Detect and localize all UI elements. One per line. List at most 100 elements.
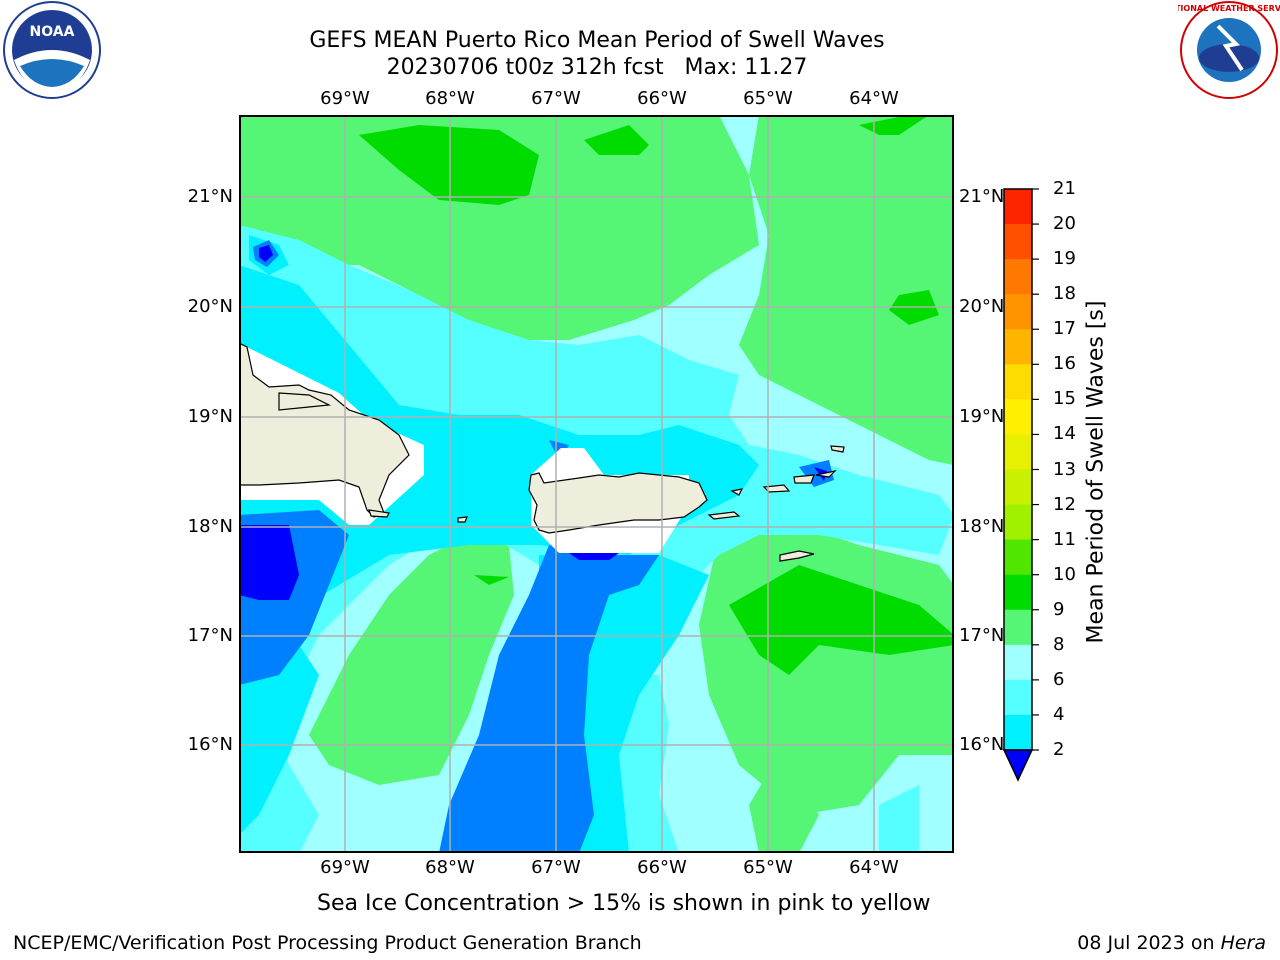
colorbar-tick-label: 14 [1053, 423, 1076, 445]
colorbar-segment [1004, 539, 1032, 576]
st-croix [779, 550, 815, 562]
lon-label-top: 67°W [531, 88, 581, 109]
colorbar-label: Mean Period of Swell Waves [s] [1083, 300, 1109, 644]
lat-label-left: 19°N [187, 406, 233, 427]
colorbar-segment [1004, 259, 1032, 295]
colorbar-tick-label: 16 [1053, 353, 1076, 375]
lat-label-left: 17°N [187, 625, 233, 646]
field-9-10 [749, 755, 819, 853]
hispaniola [239, 342, 410, 518]
virgin-islands [730, 488, 744, 496]
colorbar-tick-label: 6 [1053, 668, 1065, 690]
lon-label-bottom: 66°W [637, 857, 687, 878]
field-10-11 [359, 125, 539, 205]
field-9-10 [739, 115, 954, 465]
colorbar-segment [1004, 364, 1032, 400]
lat-label-right: 19°N [959, 406, 1005, 427]
footer-right: 08 Jul 2023 on Hera [1077, 932, 1266, 954]
colorbar-segment [1004, 469, 1032, 506]
footer-date: 08 Jul 2023 on [1077, 932, 1221, 954]
colorbar-tick-label: 20 [1053, 213, 1076, 235]
noaa-logo: NOAA [0, 0, 104, 108]
colorbar-segment [1004, 189, 1032, 225]
field-below-2 [259, 245, 273, 262]
nws-logo: NATIONAL WEATHER SERVICE [1163, 0, 1280, 106]
colorbar-tick-label: 8 [1053, 633, 1065, 655]
lon-label-bottom: 67°W [531, 857, 581, 878]
lon-label-bottom: 69°W [320, 857, 370, 878]
lat-label-left: 21°N [187, 186, 233, 207]
lon-label-top: 65°W [743, 88, 793, 109]
lat-label-right: 21°N [959, 186, 1005, 207]
lat-label-left: 16°N [187, 734, 233, 755]
nws-logo-text: NATIONAL WEATHER SERVICE [1178, 4, 1280, 13]
colorbar-segment [1004, 679, 1032, 716]
field-10-11 [859, 115, 929, 135]
colorbar-segment [1004, 504, 1032, 541]
virgin-islands [707, 511, 741, 520]
field-2-4 [439, 545, 659, 853]
field-9-10 [309, 535, 514, 785]
anegada [830, 445, 845, 453]
field-10-11 [584, 125, 649, 155]
colorbar-tick-label: 21 [1053, 178, 1076, 199]
virgin-islands [793, 474, 815, 484]
field-10-11 [729, 565, 954, 675]
colorbar-tick-label: 11 [1053, 528, 1076, 550]
lon-label-top: 69°W [320, 88, 370, 109]
colorbar-segment [1004, 644, 1032, 681]
colorbar-segment [1004, 224, 1032, 260]
mona-island [457, 516, 468, 523]
lon-label-bottom: 65°W [743, 857, 793, 878]
colorbar-segment [1004, 294, 1032, 330]
field-below-2 [239, 525, 299, 600]
lat-label-right: 18°N [959, 516, 1005, 537]
field-4-6 [239, 635, 319, 835]
colorbar-tick-label: 12 [1053, 493, 1076, 515]
colorbar-tick-label: 13 [1053, 458, 1076, 480]
lat-label-left: 20°N [187, 296, 233, 317]
colorbar-extend-arrow [1002, 749, 1034, 782]
lat-label-right: 20°N [959, 296, 1005, 317]
noaa-logo-text: NOAA [30, 24, 75, 40]
saona-island [368, 509, 390, 518]
virgin-islands [815, 469, 837, 478]
graticule [239, 115, 954, 853]
colorbar-segment [1004, 609, 1032, 646]
colorbar-segment [1004, 434, 1032, 470]
colorbar [1002, 188, 1039, 782]
colorbar-tick-label: 4 [1053, 703, 1065, 725]
lon-label-top: 64°W [849, 88, 899, 109]
footer-left: NCEP/EMC/Verification Post Processing Pr… [13, 932, 642, 954]
field-9-10 [239, 115, 759, 340]
chart-subtitle: 20230706 t00z 312h fcst Max: 11.27 [386, 55, 808, 80]
chart-title: GEFS MEAN Puerto Rico Mean Period of Swe… [309, 28, 885, 53]
field-6-8 [879, 785, 919, 853]
lat-label-right: 17°N [959, 625, 1005, 646]
field-below-2 [569, 553, 619, 560]
colorbar-tick-label: 17 [1053, 318, 1076, 340]
field-10-11 [474, 575, 509, 585]
colorbar-segment [1004, 714, 1032, 751]
lon-label-top: 66°W [637, 88, 687, 109]
lon-label-top: 68°W [425, 88, 475, 109]
footer-host: Hera [1220, 932, 1266, 954]
lat-label-right: 16°N [959, 734, 1005, 755]
colorbar-segment [1004, 329, 1032, 365]
colorbar-tick-label: 10 [1053, 563, 1076, 585]
lat-label-left: 18°N [187, 516, 233, 537]
colorbar-tick-label: 9 [1053, 598, 1065, 620]
colorbar-tick-label: 19 [1053, 248, 1076, 270]
colorbar-segment [1004, 399, 1032, 435]
colorbar-tick-label: 18 [1053, 283, 1076, 305]
swell-period-map [239, 115, 954, 853]
sea-ice-note: Sea Ice Concentration > 15% is shown in … [317, 891, 931, 916]
lon-label-bottom: 68°W [425, 857, 475, 878]
map-frame [239, 115, 954, 853]
hispaniola [278, 392, 332, 411]
colorbar-tick-label: 2 [1053, 739, 1065, 760]
lon-label-bottom: 64°W [849, 857, 899, 878]
colorbar-tick-label: 15 [1053, 388, 1076, 410]
colorbar-segment [1004, 574, 1032, 611]
field-2-4 [799, 460, 834, 487]
